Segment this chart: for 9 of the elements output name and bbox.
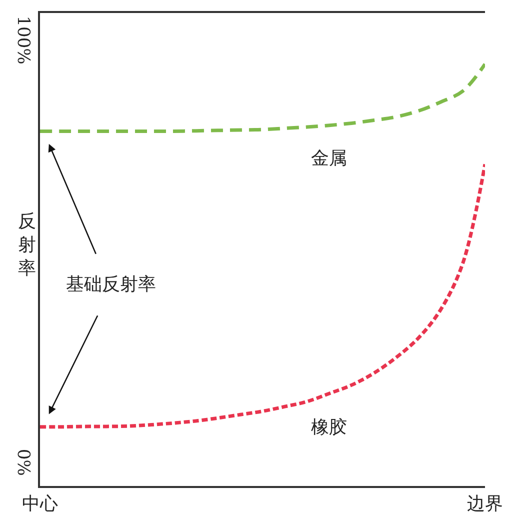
y-axis-title: 反射率 xyxy=(18,211,36,279)
y-tick-label: 100% xyxy=(12,16,33,64)
series-label: 橡胶 xyxy=(311,417,347,438)
y-tick-label: 0% xyxy=(12,448,33,476)
line-series xyxy=(40,62,485,134)
series-label: 金属 xyxy=(311,148,347,169)
x-tick-label: 中心 xyxy=(22,493,58,514)
annotation: 基础反射率 xyxy=(66,274,156,295)
x-tick-label: 边界 xyxy=(467,493,503,514)
